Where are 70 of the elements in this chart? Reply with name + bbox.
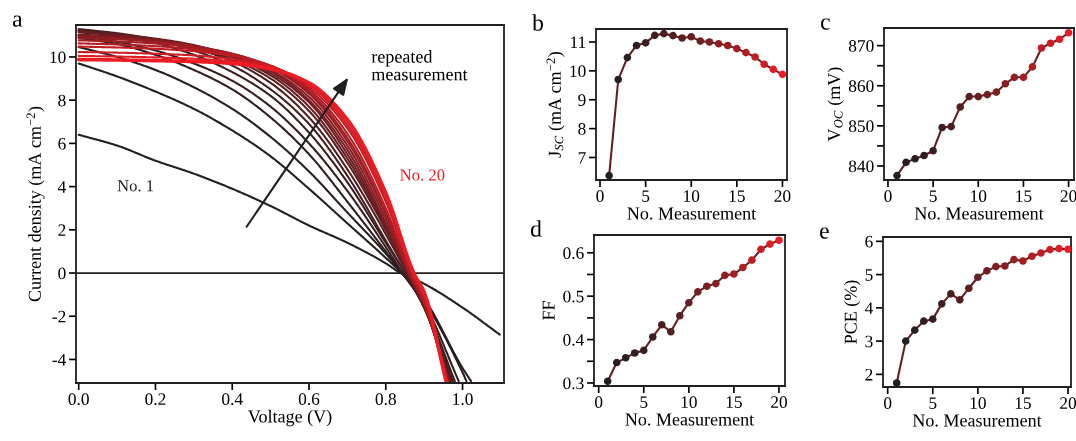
x-tick-label: 5 [640, 396, 648, 408]
y-tick-label: 2 [58, 224, 66, 236]
x-axis-title: No. Measurement [912, 414, 1042, 427]
y-tick-label: 8 [58, 94, 66, 107]
y-axis-title: FF [542, 301, 555, 321]
x-tick-label: 20 [1060, 397, 1076, 409]
x-axis-title: No. Measurement [914, 207, 1044, 220]
x-tick-label: 10 [681, 396, 697, 408]
x-tick-label: 0 [884, 397, 892, 409]
y-tick-label: 5 [865, 269, 873, 281]
x-tick-label: 0 [884, 190, 892, 202]
x-tick-label: 15 [729, 190, 745, 202]
y-tick-label: 11 [571, 36, 586, 49]
series-label: No. 1 [117, 180, 154, 192]
x-tick-label: 5 [929, 190, 937, 202]
x-tick-label: 10 [684, 190, 700, 202]
chart-title: e [820, 227, 829, 239]
chart-title: a [12, 15, 23, 27]
y-tick-label: 860 [848, 80, 874, 92]
x-tick-label: 0 [596, 190, 604, 202]
y-tick-label: 840 [848, 160, 874, 173]
y-tick-label: 3 [865, 335, 873, 348]
y-tick-label: 4 [57, 181, 67, 193]
x-tick-label: 20 [774, 190, 791, 202]
x-tick-label: 20 [1060, 190, 1076, 202]
x-tick-label: 1.0 [453, 393, 473, 406]
x-tick-label: 0 [595, 396, 603, 408]
y-tick-label: 6 [58, 137, 66, 150]
series-label: No. 20 [400, 169, 445, 181]
y-tick-label: -4 [52, 354, 67, 366]
y-tick-label: 8 [578, 123, 586, 135]
chart-title: c [821, 18, 830, 30]
y-tick-label: 870 [848, 40, 874, 52]
y-axis-title: J$_{SC}$ (mA cm$^{−2}$) [546, 52, 565, 158]
y-tick-label: 9 [578, 94, 586, 106]
y-tick-label: 2 [865, 368, 873, 381]
y-tick-label: 10 [570, 65, 586, 78]
y-tick-label: 0 [58, 267, 66, 280]
y-tick-label: 10 [50, 51, 66, 64]
y-axis-title: Current density (mA cm$^{−2}$) [26, 106, 45, 302]
y-tick-label: 6 [865, 235, 873, 248]
x-tick-label: 15 [1015, 397, 1031, 409]
y-axis-title: PCE (%) [844, 280, 861, 344]
x-tick-label: 0.6 [298, 393, 320, 406]
y-tick-label: 0.5 [563, 290, 584, 303]
x-tick-label: 0.4 [222, 393, 243, 406]
y-tick-label: 850 [848, 120, 874, 133]
chart-title: b [532, 14, 544, 31]
x-tick-label: 5 [929, 397, 937, 409]
y-axis-title: V$_{OC}$ (mV) [827, 67, 844, 142]
y-tick-label: -2 [52, 310, 66, 323]
y-tick-label: 0.4 [563, 334, 585, 346]
x-tick-label: 15 [726, 396, 742, 408]
annotation: repeated measurement [371, 50, 468, 81]
chart-title: d [530, 220, 542, 237]
x-tick-label: 10 [971, 190, 987, 202]
x-tick-label: 0.2 [145, 393, 166, 406]
y-tick-label: 0.3 [563, 377, 584, 390]
y-tick-label: 7 [578, 152, 586, 164]
y-tick-label: 0.6 [563, 247, 584, 260]
x-tick-label: 20 [771, 396, 787, 408]
x-tick-label: 10 [970, 397, 986, 409]
x-tick-label: 0.8 [375, 393, 396, 406]
x-tick-label: 15 [1016, 190, 1032, 202]
x-tick-label: 0.0 [68, 393, 89, 406]
x-axis-title: No. Measurement [627, 207, 757, 220]
y-tick-label: 4 [864, 302, 874, 314]
x-axis-title: Voltage (V) [248, 409, 332, 427]
x-tick-label: 5 [642, 190, 650, 202]
x-axis-title: No. Measurement [625, 413, 755, 426]
